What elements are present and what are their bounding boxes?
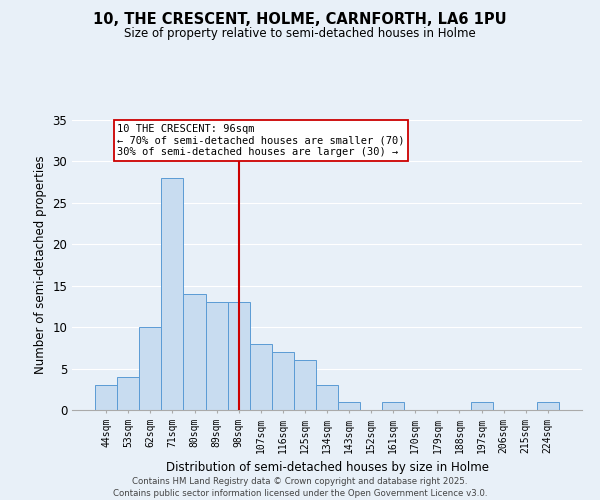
Bar [272,352,294,410]
Bar [382,402,404,410]
Bar [95,385,117,410]
Bar [161,178,184,410]
Text: Contains HM Land Registry data © Crown copyright and database right 2025.
Contai: Contains HM Land Registry data © Crown c… [113,476,487,498]
Bar [206,302,227,410]
Text: 10, THE CRESCENT, HOLME, CARNFORTH, LA6 1PU: 10, THE CRESCENT, HOLME, CARNFORTH, LA6 … [93,12,507,28]
Bar [316,385,338,410]
Y-axis label: Number of semi-detached properties: Number of semi-detached properties [34,156,47,374]
Bar [139,327,161,410]
Bar [117,377,139,410]
Bar [338,402,360,410]
Bar [470,402,493,410]
Bar [250,344,272,410]
Bar [184,294,206,410]
Text: Size of property relative to semi-detached houses in Holme: Size of property relative to semi-detach… [124,28,476,40]
X-axis label: Distribution of semi-detached houses by size in Holme: Distribution of semi-detached houses by … [166,461,488,474]
Bar [537,402,559,410]
Text: 10 THE CRESCENT: 96sqm
← 70% of semi-detached houses are smaller (70)
30% of sem: 10 THE CRESCENT: 96sqm ← 70% of semi-det… [117,124,405,158]
Bar [294,360,316,410]
Bar [227,302,250,410]
